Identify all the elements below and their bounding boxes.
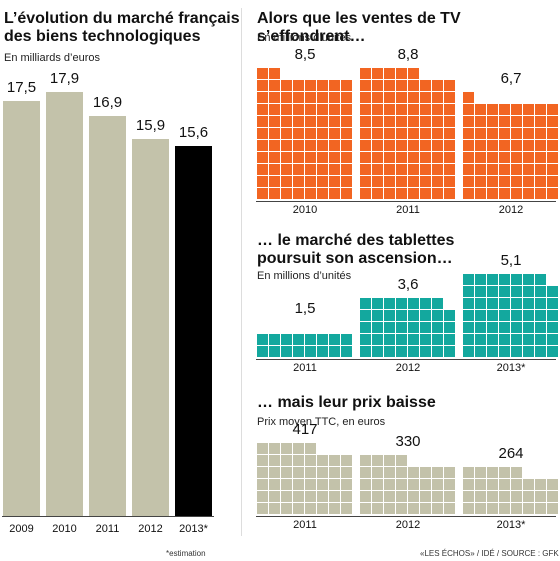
left-value-label: 15,9 (135, 117, 166, 135)
source-credit: «LES ÉCHOS» / IDÉ / SOURCE : GFK (420, 549, 559, 558)
left-category-label: 2009 (9, 523, 34, 535)
tablets-bar-2012 (360, 298, 455, 357)
tv-category-label: 2012 (498, 204, 524, 216)
left-category-label: 2012 (138, 523, 163, 535)
tablets-title: … le marché des tablettes poursuit son a… (257, 232, 454, 268)
tv-value-label: 8,8 (397, 46, 419, 63)
tablets-category-label: 2011 (293, 362, 317, 374)
left-bar-2013 (175, 146, 212, 516)
left-category-label: 2011 (95, 523, 120, 535)
tv-baseline (256, 201, 556, 202)
tablets-value-label: 3,6 (397, 276, 419, 293)
panel-divider (241, 8, 242, 536)
tablets-title-line2: poursuit son ascension… (257, 250, 453, 267)
left-category-label: 2013* (179, 523, 208, 535)
left-baseline (2, 516, 214, 517)
price-baseline (256, 516, 556, 517)
price-value-label: 330 (395, 433, 421, 450)
left-title-line1: L’évolution du marché français (4, 10, 240, 27)
tv-bar-2010 (257, 68, 352, 199)
price-bar-2011 (257, 443, 352, 514)
tv-value-label: 8,5 (294, 46, 316, 63)
tablets-title-line1: … le marché des tablettes (257, 232, 455, 249)
tv-bar-2012 (463, 92, 558, 199)
left-value-label: 16,9 (92, 93, 123, 111)
price-category-label: 2012 (395, 519, 421, 531)
price-category-label: 2013* (496, 519, 526, 531)
left-bar-2012 (132, 139, 169, 516)
left-value-label: 17,5 (6, 79, 37, 97)
tablets-bar-2011 (257, 334, 352, 357)
tv-title: Alors que les ventes de TV s’effondrent… (257, 10, 461, 45)
price-category-label: 2011 (293, 519, 317, 531)
left-title-line2: des biens technologiques (4, 28, 201, 45)
left-subtitle: En milliards d’euros (4, 52, 100, 64)
left-value-label: 17,9 (49, 70, 80, 87)
tablets-baseline (256, 359, 556, 360)
tv-category-label: 2010 (292, 204, 318, 216)
left-title: L’évolution du marché français des biens… (4, 10, 240, 46)
left-bar-2009 (3, 101, 40, 516)
tablets-bar-2013 (463, 274, 558, 357)
tablets-category-label: 2012 (395, 362, 421, 374)
left-value-label: 15,6 (178, 124, 209, 142)
price-bar-2012 (360, 455, 455, 514)
tablets-value-label: 1,5 (294, 300, 316, 317)
left-bar-2011 (89, 115, 126, 516)
tv-bar-2011 (360, 68, 455, 199)
tv-category-label: 2011 (396, 204, 420, 216)
tablets-subtitle: En millions d’unités (257, 270, 352, 282)
price-title: … mais leur prix baisse (257, 394, 436, 411)
tv-subtitle: En millions d’unités (257, 32, 352, 44)
price-value-label: 264 (498, 445, 524, 462)
left-category-label: 2010 (52, 523, 77, 535)
price-value-label: 417 (292, 421, 318, 438)
price-subtitle: Prix moyen TTC, en euros (257, 416, 386, 428)
footnote: *estimation (166, 549, 206, 558)
tv-value-label: 6,7 (500, 70, 522, 87)
tablets-value-label: 5,1 (500, 252, 522, 269)
left-bar-2010 (46, 92, 83, 516)
tablets-category-label: 2013* (496, 362, 526, 374)
price-bar-2013 (463, 467, 558, 514)
